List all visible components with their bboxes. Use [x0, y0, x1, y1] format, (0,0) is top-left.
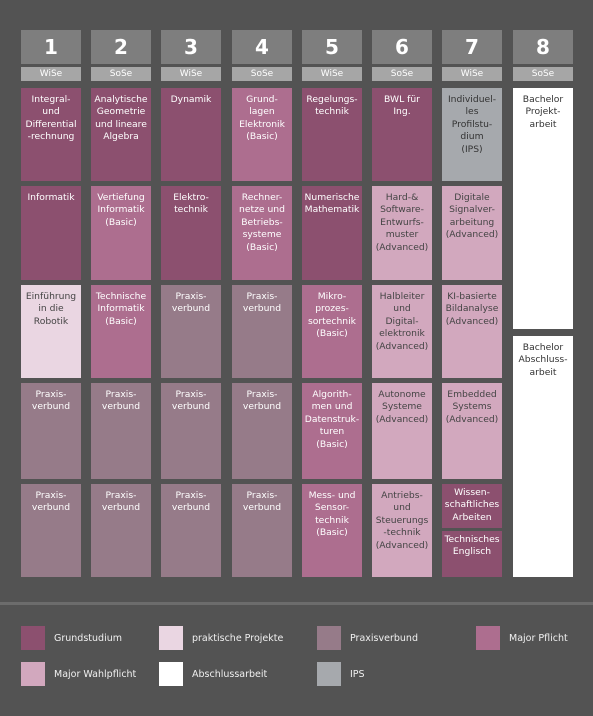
- legend-label-abschlussarbeit: Abschlussarbeit: [192, 668, 268, 680]
- semester-column: 2 SoSe Analytische Geometrie und lineare A…: [91, 30, 151, 577]
- legend-item-ips: IPS: [317, 662, 365, 686]
- module-cell: Vertiefung Informatik (Basic): [91, 186, 151, 280]
- legend-label-praktische-projekte: praktische Projekte: [192, 632, 284, 644]
- semester-number: 7: [442, 30, 502, 64]
- semester-term: WiSe: [161, 67, 221, 81]
- legend-label-praxisverbund: Praxisverbund: [350, 632, 418, 644]
- module-cell: Bachelor Projekt- arbeit: [513, 88, 573, 329]
- module-cell: Autonome Systeme (Advanced): [372, 383, 432, 479]
- module-cell: Informatik: [21, 186, 81, 280]
- module-cell: Individuel- les Profilstu- dium (IPS): [442, 88, 502, 181]
- module-cell: Halbleiter und Digital- elektronik (Adva…: [372, 285, 432, 378]
- module-cell: Elektro- technik: [161, 186, 221, 280]
- legend-swatch-major-wahlpflicht: [21, 662, 45, 686]
- semester-term: SoSe: [232, 67, 292, 81]
- module-cell: Analytische Geometrie und lineare Algebr…: [91, 88, 151, 181]
- module-cell: Praxis- verbund: [161, 285, 221, 378]
- module-cell: Dynamik: [161, 88, 221, 181]
- module-cell: Mikro- prozes- sortechnik (Basic): [302, 285, 362, 378]
- module-cell: Antriebs- und Steuerungs -technik (Advan…: [372, 484, 432, 577]
- semester-column: 5 WiSe Regelungs- technik Numerische Mathem…: [302, 30, 362, 577]
- module-cell: Praxis- verbund: [91, 383, 151, 479]
- semester-term: WiSe: [302, 67, 362, 81]
- module-cell: Mess- und Sensor- technik (Basic): [302, 484, 362, 577]
- semester-number: 5: [302, 30, 362, 64]
- module-cell: Praxis- verbund: [232, 484, 292, 577]
- semester-number: 8: [513, 30, 573, 64]
- legend-item-major-pflicht: Major Pflicht: [476, 626, 568, 650]
- legend-label-major-wahlpflicht: Major Wahlpflicht: [54, 668, 137, 680]
- legend-label-grundstudium: Grundstudium: [54, 632, 122, 644]
- module-cell: Praxis- verbund: [232, 383, 292, 479]
- legend-item-praktische-projekte: praktische Projekte: [159, 626, 283, 650]
- module-cell: Integral- und Differential -rechnung: [21, 88, 81, 181]
- semester-column: 8 SoSe Bachelor Projekt- arbeit Bachelor Ab…: [513, 30, 573, 577]
- module-cell: Numerische Mathematik: [302, 186, 362, 280]
- legend-item-grundstudium: Grundstudium: [21, 626, 122, 650]
- semester-term: WiSe: [442, 67, 502, 81]
- semester-number: 2: [91, 30, 151, 64]
- semester-number: 3: [161, 30, 221, 64]
- semester-column: 1 WiSe Integral- und Differential -rechnun…: [21, 30, 81, 577]
- module-cell: BWL für Ing.: [372, 88, 432, 181]
- semester-number: 6: [372, 30, 432, 64]
- legend-item-praxisverbund: Praxisverbund: [317, 626, 418, 650]
- legend-swatch-ips: [317, 662, 341, 686]
- legend-label-major-pflicht: Major Pflicht: [509, 632, 568, 644]
- semester-column: 7 WiSe Individuel- les Profilstu- dium (IP…: [442, 30, 502, 577]
- module-cell: Praxis- verbund: [21, 484, 81, 577]
- legend-swatch-praxisverbund: [317, 626, 341, 650]
- legend-swatch-praktische-projekte: [159, 626, 183, 650]
- module-cell: Hard-& Software- Entwurfs- muster (Advan…: [372, 186, 432, 280]
- legend-item-major-wahlpflicht: Major Wahlpflicht: [21, 662, 136, 686]
- module-cell: Algorith- men und Datenstruk- turen (Bas…: [302, 383, 362, 479]
- semester-number: 4: [232, 30, 292, 64]
- module-cell: Technische Informatik (Basic): [91, 285, 151, 378]
- module-cell: Praxis- verbund: [161, 383, 221, 479]
- semester-column: 4 SoSe Grund- lagen Elektronik (Basic) Rech…: [232, 30, 292, 577]
- semester-column: 3 WiSe Dynamik Elektro- technik Praxis- verb…: [161, 30, 221, 577]
- module-cell: Praxis- verbund: [91, 484, 151, 577]
- module-cell: Digitale Signalver- arbeitung (Advanced): [442, 186, 502, 280]
- module-cell: Technisches Englisch: [442, 531, 502, 577]
- module-cell: Praxis- verbund: [161, 484, 221, 577]
- legend-item-abschlussarbeit: Abschlussarbeit: [159, 662, 267, 686]
- legend-swatch-major-pflicht: [476, 626, 500, 650]
- module-cell: Grund- lagen Elektronik (Basic): [232, 88, 292, 181]
- module-cell: KI-basierte Bildanalyse (Advanced): [442, 285, 502, 378]
- module-cell: Rechner- netze und Betriebs- systeme (Ba…: [232, 186, 292, 280]
- module-cell: Embedded Systems (Advanced): [442, 383, 502, 479]
- module-cell: Einführung in die Robotik: [21, 285, 81, 378]
- module-cell: Wissen- schaftliches Arbeiten: [442, 484, 502, 528]
- semester-term: WiSe: [21, 67, 81, 81]
- semester-term: SoSe: [372, 67, 432, 81]
- module-cell: Regelungs- technik: [302, 88, 362, 181]
- legend-swatch-grundstudium: [21, 626, 45, 650]
- module-cell: Praxis- verbund: [21, 383, 81, 479]
- legend-label-ips: IPS: [350, 668, 365, 680]
- module-cell: Bachelor Abschluss- arbeit: [513, 336, 573, 577]
- semester-number: 1: [21, 30, 81, 64]
- legend-divider: [0, 602, 593, 605]
- module-cell: Praxis- verbund: [232, 285, 292, 378]
- legend-swatch-abschlussarbeit: [159, 662, 183, 686]
- semester-term: SoSe: [513, 67, 573, 81]
- semester-term: SoSe: [91, 67, 151, 81]
- semester-column: 6 SoSe BWL für Ing. Hard-& Software- Entwur…: [372, 30, 432, 577]
